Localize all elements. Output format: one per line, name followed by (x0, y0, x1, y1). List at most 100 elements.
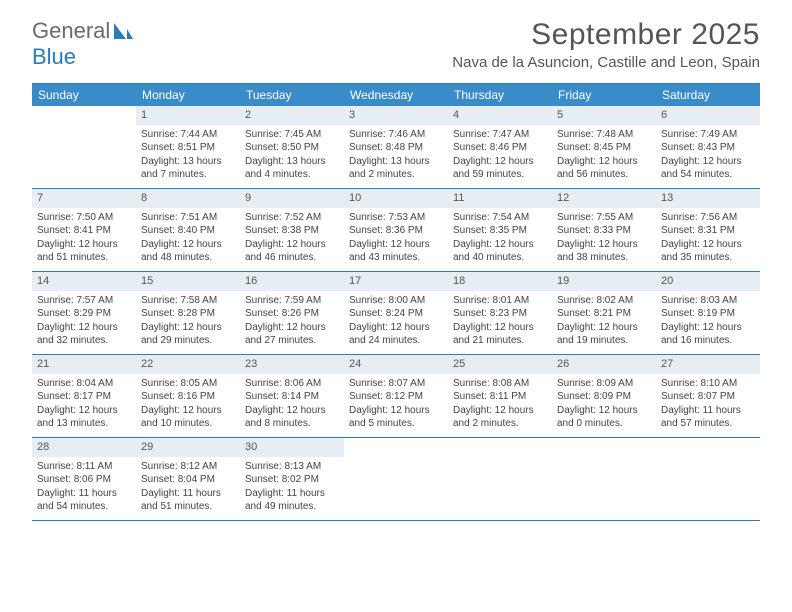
day-details: Sunrise: 7:44 AM Sunset: 8:51 PM Dayligh… (141, 128, 235, 182)
month-title: September 2025 (452, 18, 760, 52)
day-cell: 20 Sunrise: 8:03 AM Sunset: 8:19 PM Dayli… (656, 272, 760, 354)
weekday-saturday: Saturday (656, 84, 760, 106)
day-cell: 13 Sunrise: 7:56 AM Sunset: 8:31 PM Dayli… (656, 189, 760, 271)
day-cell: 22 Sunrise: 8:05 AM Sunset: 8:16 PM Dayli… (136, 355, 240, 437)
day-cell: 28 Sunrise: 8:11 AM Sunset: 8:06 PM Dayli… (32, 438, 136, 520)
day-details: Sunrise: 7:45 AM Sunset: 8:50 PM Dayligh… (245, 128, 339, 182)
day-cell (552, 438, 656, 520)
location-text: Nava de la Asuncion, Castille and Leon, … (452, 54, 760, 71)
day-number: 15 (136, 272, 240, 291)
day-cell: 26Sunrise: 8:09 AM Sunset: 8:09 PM Dayli… (552, 355, 656, 437)
day-details: Sunrise: 8:02 AM Sunset: 8:21 PM Dayligh… (557, 294, 651, 348)
week-row: 14Sunrise: 7:57 AM Sunset: 8:29 PM Dayli… (32, 272, 760, 355)
day-number: 16 (240, 272, 344, 291)
day-details: Sunrise: 7:52 AM Sunset: 8:38 PM Dayligh… (245, 211, 339, 265)
day-cell: 3Sunrise: 7:46 AM Sunset: 8:48 PM Daylig… (344, 106, 448, 188)
day-details: Sunrise: 7:56 AM Sunset: 8:31 PM Dayligh… (661, 211, 755, 265)
day-details: Sunrise: 8:04 AM Sunset: 8:17 PM Dayligh… (37, 377, 131, 431)
weekday-header-row: Sunday Monday Tuesday Wednesday Thursday… (32, 84, 760, 106)
day-cell: 21Sunrise: 8:04 AM Sunset: 8:17 PM Dayli… (32, 355, 136, 437)
day-cell (448, 438, 552, 520)
day-details: Sunrise: 7:57 AM Sunset: 8:29 PM Dayligh… (37, 294, 131, 348)
day-cell: 16 Sunrise: 7:59 AM Sunset: 8:26 PM Dayli… (240, 272, 344, 354)
day-number (656, 438, 760, 442)
day-cell: 27 Sunrise: 8:10 AM Sunset: 8:07 PM Dayli… (656, 355, 760, 437)
day-details: Sunrise: 8:13 AM Sunset: 8:02 PM Dayligh… (245, 460, 339, 514)
day-details: Sunrise: 7:53 AM Sunset: 8:36 PM Dayligh… (349, 211, 443, 265)
day-details: Sunrise: 8:06 AM Sunset: 8:14 PM Dayligh… (245, 377, 339, 431)
day-details: Sunrise: 7:49 AM Sunset: 8:43 PM Dayligh… (661, 128, 755, 182)
day-number: 5 (552, 106, 656, 125)
day-cell: 9Sunrise: 7:52 AM Sunset: 8:38 PM Daylig… (240, 189, 344, 271)
day-number: 8 (136, 189, 240, 208)
day-cell (32, 106, 136, 188)
day-details: Sunrise: 8:10 AM Sunset: 8:07 PM Dayligh… (661, 377, 755, 431)
day-number: 28 (32, 438, 136, 457)
week-row: 7 Sunrise: 7:50 AM Sunset: 8:41 PM Daylig… (32, 189, 760, 272)
day-cell: 24 Sunrise: 8:07 AM Sunset: 8:12 PM Dayli… (344, 355, 448, 437)
header: General September 2025 Nava de la Asunci… (0, 0, 792, 75)
day-details: Sunrise: 8:00 AM Sunset: 8:24 PM Dayligh… (349, 294, 443, 348)
day-number: 4 (448, 106, 552, 125)
day-cell: 4 Sunrise: 7:47 AM Sunset: 8:46 PM Daylig… (448, 106, 552, 188)
day-details: Sunrise: 8:07 AM Sunset: 8:12 PM Dayligh… (349, 377, 443, 431)
day-number: 7 (32, 189, 136, 208)
day-number (32, 106, 136, 110)
day-cell (656, 438, 760, 520)
day-number: 1 (136, 106, 240, 125)
day-details: Sunrise: 8:01 AM Sunset: 8:23 PM Dayligh… (453, 294, 547, 348)
day-details: Sunrise: 7:54 AM Sunset: 8:35 PM Dayligh… (453, 211, 547, 265)
day-cell (344, 438, 448, 520)
day-details: Sunrise: 7:55 AM Sunset: 8:33 PM Dayligh… (557, 211, 651, 265)
title-block: September 2025 Nava de la Asuncion, Cast… (452, 18, 760, 71)
day-number: 18 (448, 272, 552, 291)
day-number: 25 (448, 355, 552, 374)
day-cell: 14Sunrise: 7:57 AM Sunset: 8:29 PM Dayli… (32, 272, 136, 354)
weeks-container: 1 Sunrise: 7:44 AM Sunset: 8:51 PM Daylig… (32, 106, 760, 521)
day-details: Sunrise: 7:47 AM Sunset: 8:46 PM Dayligh… (453, 128, 547, 182)
day-cell: 19 Sunrise: 8:02 AM Sunset: 8:21 PM Dayli… (552, 272, 656, 354)
logo: General (32, 18, 134, 44)
day-details: Sunrise: 7:50 AM Sunset: 8:41 PM Dayligh… (37, 211, 131, 265)
day-cell: 17 Sunrise: 8:00 AM Sunset: 8:24 PM Dayli… (344, 272, 448, 354)
day-cell: 25 Sunrise: 8:08 AM Sunset: 8:11 PM Dayli… (448, 355, 552, 437)
day-details: Sunrise: 7:59 AM Sunset: 8:26 PM Dayligh… (245, 294, 339, 348)
day-details: Sunrise: 8:03 AM Sunset: 8:19 PM Dayligh… (661, 294, 755, 348)
day-cell: 5 Sunrise: 7:48 AM Sunset: 8:45 PM Daylig… (552, 106, 656, 188)
day-number: 6 (656, 106, 760, 125)
weekday-monday: Monday (136, 84, 240, 106)
day-number: 29 (136, 438, 240, 457)
day-number: 19 (552, 272, 656, 291)
day-number (344, 438, 448, 442)
day-details: Sunrise: 8:05 AM Sunset: 8:16 PM Dayligh… (141, 377, 235, 431)
day-details: Sunrise: 7:51 AM Sunset: 8:40 PM Dayligh… (141, 211, 235, 265)
day-number: 20 (656, 272, 760, 291)
day-cell: 6 Sunrise: 7:49 AM Sunset: 8:43 PM Daylig… (656, 106, 760, 188)
day-number: 30 (240, 438, 344, 457)
day-cell: 1 Sunrise: 7:44 AM Sunset: 8:51 PM Daylig… (136, 106, 240, 188)
day-number (448, 438, 552, 442)
day-number: 11 (448, 189, 552, 208)
day-details: Sunrise: 7:46 AM Sunset: 8:48 PM Dayligh… (349, 128, 443, 182)
logo-sail-icon (112, 21, 134, 41)
day-cell: 29 Sunrise: 8:12 AM Sunset: 8:04 PM Dayli… (136, 438, 240, 520)
day-details: Sunrise: 8:08 AM Sunset: 8:11 PM Dayligh… (453, 377, 547, 431)
day-number: 2 (240, 106, 344, 125)
day-number: 13 (656, 189, 760, 208)
day-number: 12 (552, 189, 656, 208)
day-number: 22 (136, 355, 240, 374)
day-cell: 2 Sunrise: 7:45 AM Sunset: 8:50 PM Daylig… (240, 106, 344, 188)
day-cell: 30 Sunrise: 8:13 AM Sunset: 8:02 PM Dayli… (240, 438, 344, 520)
day-details: Sunrise: 7:58 AM Sunset: 8:28 PM Dayligh… (141, 294, 235, 348)
day-details: Sunrise: 8:11 AM Sunset: 8:06 PM Dayligh… (37, 460, 131, 514)
weekday-wednesday: Wednesday (344, 84, 448, 106)
day-number: 26 (552, 355, 656, 374)
day-number: 17 (344, 272, 448, 291)
day-details: Sunrise: 8:12 AM Sunset: 8:04 PM Dayligh… (141, 460, 235, 514)
day-number: 24 (344, 355, 448, 374)
day-cell: 23Sunrise: 8:06 AM Sunset: 8:14 PM Dayli… (240, 355, 344, 437)
weekday-thursday: Thursday (448, 84, 552, 106)
day-number: 27 (656, 355, 760, 374)
logo-text-blue: Blue (32, 44, 76, 70)
day-details: Sunrise: 7:48 AM Sunset: 8:45 PM Dayligh… (557, 128, 651, 182)
